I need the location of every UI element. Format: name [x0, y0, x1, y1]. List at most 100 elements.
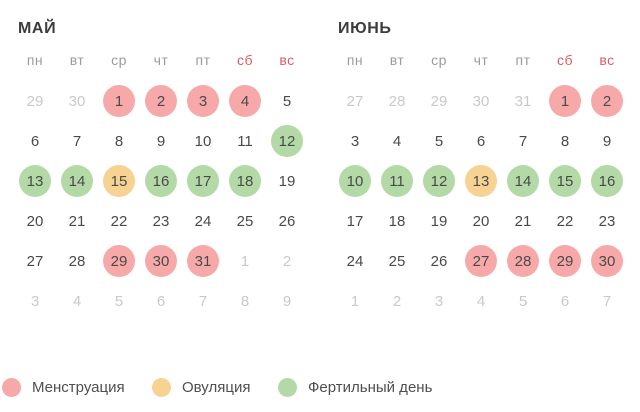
weekday-label-ср: ср [431, 52, 447, 68]
week-row: 27 28 29 30 31 1 2 [334, 81, 628, 121]
day-cell: 30 [68, 92, 86, 110]
day-cell: 4 [229, 85, 261, 117]
day-cell: 5 [518, 292, 528, 310]
day-cell: 6 [156, 292, 166, 310]
day-cell: 3 [30, 292, 40, 310]
day-cell: 14 [61, 165, 93, 197]
day-cell: 4 [392, 132, 402, 150]
week-row: 29 30 1 2 3 4 5 [14, 81, 308, 121]
weekday-label-сб: сб [556, 52, 574, 68]
day-cell: 12 [423, 165, 455, 197]
day-cell: 17 [346, 212, 364, 230]
week-row: 24 25 26 27 28 29 30 [334, 241, 628, 281]
day-cell: 18 [388, 212, 406, 230]
day-cell: 26 [430, 252, 448, 270]
day-cell: 4 [72, 292, 82, 310]
day-cell: 27 [26, 252, 44, 270]
day-cell: 30 [145, 245, 177, 277]
day-cell: 27 [346, 92, 364, 110]
fertile-color-dot-icon [278, 378, 297, 397]
day-cell: 28 [507, 245, 539, 277]
calendar-month-june: ИЮНЬ пн вт ср чт пт сб вс 27 28 29 30 31 1 2 3 4 5 6 7 8 9 1… [334, 0, 628, 321]
day-cell: 18 [229, 165, 261, 197]
day-cell: 1 [350, 292, 360, 310]
day-cell: 2 [591, 85, 623, 117]
day-cell: 31 [187, 245, 219, 277]
day-cell: 26 [278, 212, 296, 230]
weekday-header-row: пн вт ср чт пт сб вс [334, 52, 628, 68]
day-cell: 29 [430, 92, 448, 110]
calendar-month-may: МАЙ пн вт ср чт пт сб вс 29 30 1 2 3 4 5 6 7 8 9 10 11 12 13… [14, 0, 308, 321]
day-cell: 9 [282, 292, 292, 310]
day-cell: 23 [598, 212, 616, 230]
day-cell: 22 [110, 212, 128, 230]
weekday-header-row: пн вт ср чт пт сб вс [14, 52, 308, 68]
month-title-june: ИЮНЬ [338, 20, 392, 37]
day-cell: 7 [518, 132, 528, 150]
day-cell: 2 [145, 85, 177, 117]
weekday-label-ср: ср [111, 52, 127, 68]
day-cell: 25 [236, 212, 254, 230]
day-cell: 11 [381, 165, 413, 197]
day-cell: 24 [346, 252, 364, 270]
weekday-label-пт: пт [195, 52, 211, 68]
weekday-label-сб: сб [236, 52, 254, 68]
week-row: 6 7 8 9 10 11 12 [14, 121, 308, 161]
legend-label-menstruation: Менструация [32, 379, 125, 396]
day-cell: 10 [339, 165, 371, 197]
day-cell: 22 [556, 212, 574, 230]
day-cell: 3 [187, 85, 219, 117]
weekday-label-вс: вс [279, 52, 295, 68]
week-row: 10 11 12 13 14 15 16 [334, 161, 628, 201]
day-cell: 20 [26, 212, 44, 230]
weekday-label-пн: пн [346, 52, 364, 68]
day-cell: 28 [68, 252, 86, 270]
month-title-may: МАЙ [18, 20, 57, 37]
day-cell: 1 [103, 85, 135, 117]
week-row: 17 18 19 20 21 22 23 [334, 201, 628, 241]
weekday-label-чт: чт [473, 52, 489, 68]
day-cell: 27 [465, 245, 497, 277]
day-cell: 16 [591, 165, 623, 197]
legend-item-menstruation: Менструация [2, 378, 125, 397]
weekday-label-вт: вт [389, 52, 405, 68]
day-cell: 12 [271, 125, 303, 157]
day-cell: 20 [472, 212, 490, 230]
week-row: 3 4 5 6 7 8 9 [334, 121, 628, 161]
week-row: 1 2 3 4 5 6 7 [334, 281, 628, 321]
day-cell: 3 [350, 132, 360, 150]
day-cell: 5 [282, 92, 292, 110]
day-cell: 30 [472, 92, 490, 110]
week-row: 27 28 29 30 31 1 2 [14, 241, 308, 281]
day-cell: 7 [602, 292, 612, 310]
day-cell: 17 [187, 165, 219, 197]
day-cell: 29 [103, 245, 135, 277]
day-cell: 6 [476, 132, 486, 150]
weekday-label-вт: вт [69, 52, 85, 68]
weekday-label-пн: пн [26, 52, 44, 68]
day-cell: 23 [152, 212, 170, 230]
day-cell: 28 [388, 92, 406, 110]
day-cell: 15 [103, 165, 135, 197]
day-cell: 7 [198, 292, 208, 310]
day-cell: 9 [602, 132, 612, 150]
day-cell: 31 [514, 92, 532, 110]
weekday-label-вс: вс [599, 52, 615, 68]
day-cell: 11 [237, 132, 253, 150]
day-cell: 21 [68, 212, 86, 230]
day-cell: 1 [549, 85, 581, 117]
legend-item-ovulation: Овуляция [152, 378, 250, 397]
week-row: 3 4 5 6 7 8 9 [14, 281, 308, 321]
weekday-label-пт: пт [515, 52, 531, 68]
day-cell: 30 [591, 245, 623, 277]
day-cell: 3 [434, 292, 444, 310]
day-cell: 2 [282, 252, 292, 270]
legend-item-fertile: Фертильный день [278, 378, 432, 397]
weekday-label-чт: чт [153, 52, 169, 68]
day-cell: 13 [465, 165, 497, 197]
day-cell: 16 [145, 165, 177, 197]
day-cell: 24 [194, 212, 212, 230]
day-cell: 5 [114, 292, 124, 310]
day-cell: 21 [514, 212, 532, 230]
